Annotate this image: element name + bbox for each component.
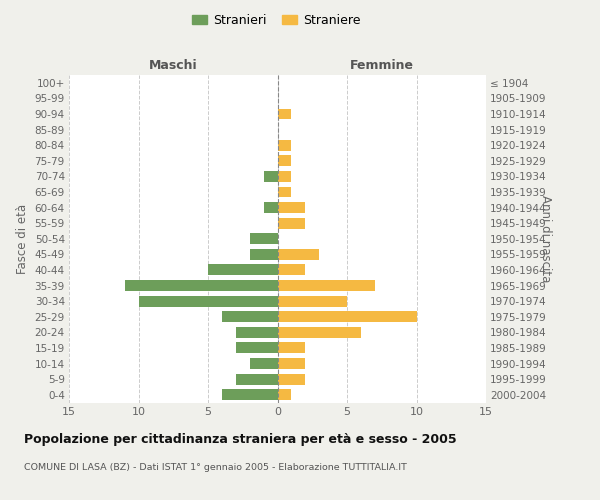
Bar <box>236 342 277 353</box>
Bar <box>250 249 277 260</box>
Bar <box>277 171 292 182</box>
Bar <box>263 202 277 213</box>
Bar <box>222 389 277 400</box>
Bar <box>250 234 277 244</box>
Y-axis label: Fasce di età: Fasce di età <box>16 204 29 274</box>
Bar <box>250 358 277 369</box>
Y-axis label: Anni di nascita: Anni di nascita <box>539 195 553 282</box>
Text: Femmine: Femmine <box>350 60 414 72</box>
Bar <box>236 327 277 338</box>
Bar <box>277 280 375 291</box>
Bar <box>277 327 361 338</box>
Bar <box>208 264 277 276</box>
Bar <box>277 218 305 228</box>
Bar <box>277 312 416 322</box>
Bar <box>125 280 277 291</box>
Bar <box>277 264 305 276</box>
Text: COMUNE DI LASA (BZ) - Dati ISTAT 1° gennaio 2005 - Elaborazione TUTTITALIA.IT: COMUNE DI LASA (BZ) - Dati ISTAT 1° genn… <box>24 462 407 471</box>
Bar <box>277 249 319 260</box>
Bar <box>277 389 292 400</box>
Bar <box>139 296 277 306</box>
Bar <box>277 156 292 166</box>
Text: Popolazione per cittadinanza straniera per età e sesso - 2005: Popolazione per cittadinanza straniera p… <box>24 432 457 446</box>
Bar <box>277 186 292 198</box>
Bar <box>277 108 292 120</box>
Bar <box>222 312 277 322</box>
Bar <box>236 374 277 384</box>
Bar <box>277 140 292 150</box>
Bar <box>263 171 277 182</box>
Legend: Stranieri, Straniere: Stranieri, Straniere <box>187 8 365 32</box>
Bar <box>277 342 305 353</box>
Bar <box>277 374 305 384</box>
Text: Maschi: Maschi <box>149 60 197 72</box>
Bar <box>277 296 347 306</box>
Bar <box>277 358 305 369</box>
Bar <box>277 202 305 213</box>
